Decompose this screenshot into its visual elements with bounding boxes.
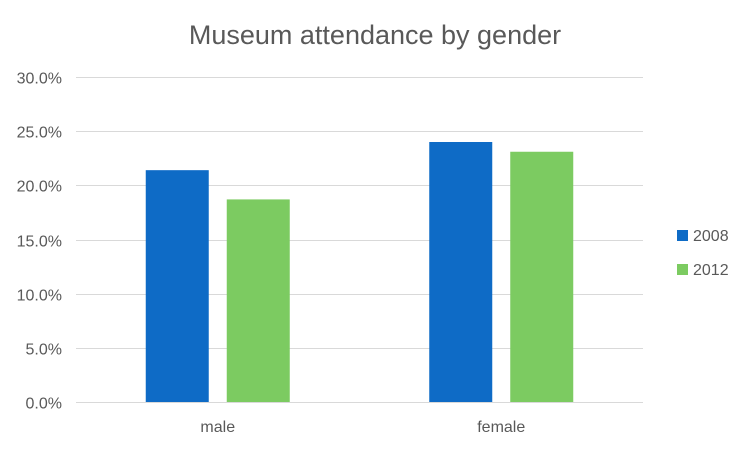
bar-2012-female [510, 151, 574, 402]
legend-label: 2008 [693, 228, 729, 245]
legend-swatch [677, 264, 688, 275]
y-tick-label: 25.0% [17, 125, 62, 142]
legend: 2008 2012 [677, 228, 729, 279]
y-tick-label: 15.0% [17, 234, 62, 251]
x-axis-category-labels: male female [200, 419, 525, 436]
y-axis-tick-labels: 0.0% 5.0% 10.0% 15.0% 20.0% 25.0% 30.0% [17, 71, 62, 413]
x-category-label: female [477, 419, 525, 436]
legend-swatch [677, 230, 688, 241]
y-tick-label: 10.0% [17, 288, 62, 305]
bar-2008-female [429, 142, 493, 402]
legend-label: 2012 [693, 262, 729, 279]
bar-2008-male [145, 170, 209, 402]
bar-2012-male [226, 199, 290, 402]
y-tick-label: 20.0% [17, 179, 62, 196]
y-tick-label: 30.0% [17, 71, 62, 88]
chart-title: Museum attendance by gender [189, 20, 561, 50]
bars [145, 142, 574, 402]
x-category-label: male [200, 419, 235, 436]
y-tick-label: 0.0% [26, 396, 62, 413]
y-tick-label: 5.0% [26, 342, 62, 359]
